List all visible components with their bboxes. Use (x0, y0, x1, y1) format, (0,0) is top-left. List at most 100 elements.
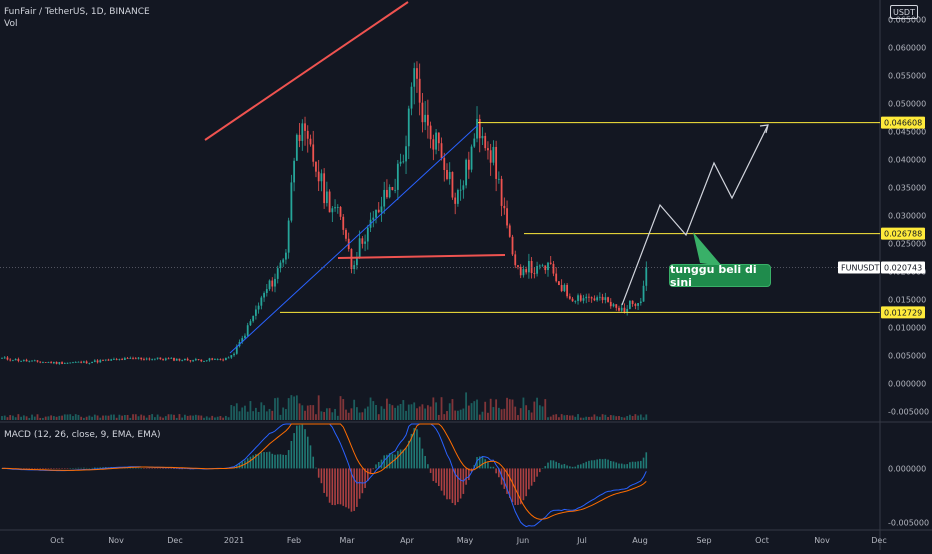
candle (1, 357, 3, 359)
volume-bar (541, 406, 544, 420)
candle (260, 297, 263, 306)
macd-histogram-bar (50, 468, 52, 470)
macd-histogram-bar (640, 460, 642, 469)
candle (574, 300, 577, 302)
y-tick-label: 0.035000 (888, 184, 926, 193)
volume-bar (145, 417, 148, 420)
volume-bar (448, 403, 451, 420)
volume-bar (402, 400, 405, 420)
volume-bar (118, 414, 121, 420)
macd-histogram-bar (364, 468, 366, 488)
macd-histogram-bar (394, 454, 396, 469)
volume-bar (642, 417, 645, 420)
candle (541, 265, 544, 267)
candle (263, 293, 265, 298)
x-tick-label: Sep (696, 536, 711, 545)
candle (192, 360, 194, 362)
volume-bar (254, 407, 257, 420)
macd-histogram-bar (74, 467, 77, 469)
y-tick-label: 0.025000 (888, 240, 926, 249)
macd-histogram-bar (309, 445, 312, 469)
volume-bar (282, 407, 285, 420)
volume-bar (77, 414, 80, 420)
macd-histogram-bar (484, 459, 487, 469)
volume-bar (257, 411, 260, 420)
candle (246, 325, 249, 336)
volume-bar (271, 410, 274, 420)
candle (506, 208, 508, 226)
macd-histogram-bar (375, 464, 377, 469)
volume-bar (511, 399, 514, 420)
volume-bar (470, 403, 473, 420)
volume-bar (443, 414, 446, 420)
volume-bar (69, 414, 72, 420)
volume-bar (331, 412, 334, 420)
candle (230, 355, 233, 358)
candle (252, 315, 255, 322)
volume-bar (287, 398, 290, 420)
candle (645, 267, 648, 286)
candle (159, 357, 162, 360)
volume-bar (36, 414, 39, 420)
y-tick-label: 0.030000 (888, 212, 926, 221)
volume-bar (503, 408, 506, 420)
macd-histogram-bar (547, 462, 549, 469)
candle (12, 360, 14, 362)
macd-histogram-bar (94, 467, 96, 469)
candle (83, 361, 85, 363)
candle (577, 295, 579, 301)
y-tick-label: 0.005000 (888, 352, 926, 361)
macd-histogram-bar (380, 459, 383, 469)
macd-histogram-bar (80, 467, 82, 469)
candle (437, 132, 440, 144)
candle (47, 362, 50, 363)
macd-histogram-bar (367, 468, 369, 481)
volume-bar (492, 407, 495, 420)
volume-bar (612, 415, 615, 420)
annotation-callout[interactable]: tunggu beli di sini (669, 263, 771, 289)
macd-histogram-bar (301, 424, 304, 469)
volume-bar (607, 416, 609, 420)
volume-bar (170, 414, 173, 420)
macd-histogram-bar (154, 468, 156, 469)
candle (462, 185, 465, 190)
macd-histogram-bar (552, 460, 555, 469)
macd-histogram-bar (571, 466, 574, 469)
macd-histogram-bar (47, 468, 50, 469)
candle (579, 295, 582, 301)
volume-bar (20, 416, 23, 420)
volume-bar (298, 403, 301, 420)
volume-bar (538, 405, 541, 420)
macd-histogram-bar (276, 454, 279, 469)
candles (1, 61, 648, 365)
candle (110, 359, 113, 361)
macd-histogram-bar (601, 459, 604, 469)
y-tick-label: 0.015000 (888, 296, 926, 305)
volume-bar (429, 406, 432, 420)
candle (380, 206, 383, 213)
volume-bar (197, 415, 200, 420)
price-label-text: 0.026788 (884, 230, 922, 239)
candle (156, 357, 159, 359)
candle (279, 262, 282, 269)
candle (244, 335, 246, 339)
macd-histogram-bar (350, 468, 353, 512)
macd-histogram-bar (626, 464, 628, 469)
volume-bar (418, 406, 421, 420)
volume-bar (457, 410, 459, 420)
candle (107, 359, 110, 361)
macd-histogram-bar (72, 468, 74, 469)
candle (91, 361, 93, 364)
volume-bar (508, 399, 511, 420)
volume-bar (238, 411, 241, 420)
volume-bar (61, 415, 63, 420)
volume-bar (9, 415, 12, 420)
macd-histogram-bar (539, 468, 541, 473)
candle (271, 280, 274, 287)
candle (536, 266, 538, 274)
volume-bar (39, 417, 42, 420)
volume-bar (593, 414, 596, 420)
currency-badge[interactable]: USDT (890, 5, 918, 19)
